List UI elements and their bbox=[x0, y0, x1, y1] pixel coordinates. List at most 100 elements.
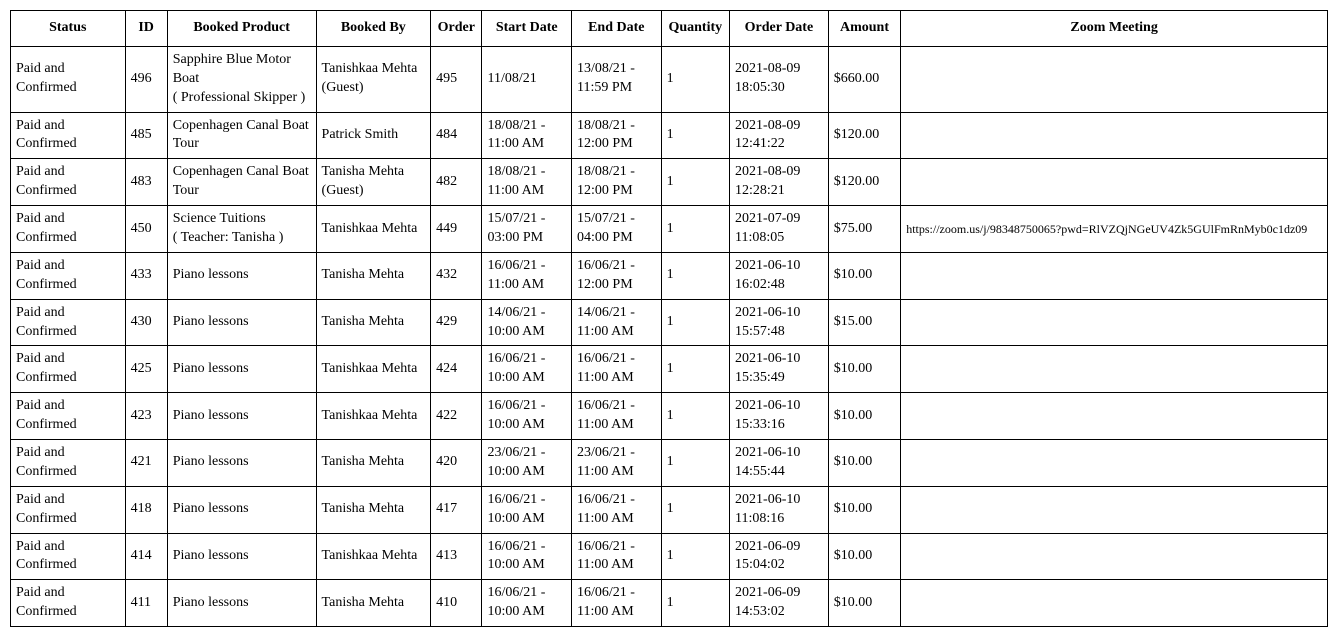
table-row: Paid and Confirmed483Copenhagen Canal Bo… bbox=[11, 159, 1328, 206]
cell-booked_by: Tanishkaa Mehta (Guest) bbox=[316, 46, 431, 112]
cell-booked_by: Tanisha Mehta bbox=[316, 252, 431, 299]
cell-order_date: 2021-07-09 11:08:05 bbox=[730, 206, 829, 253]
cell-product: Piano lessons bbox=[167, 252, 316, 299]
cell-zoom: https://zoom.us/j/98348750065?pwd=RlVZQj… bbox=[901, 206, 1328, 253]
cell-product: Science Tuitions( Teacher: Tanisha ) bbox=[167, 206, 316, 253]
cell-zoom bbox=[901, 46, 1328, 112]
cell-order: 422 bbox=[431, 393, 482, 440]
cell-end_date: 14/06/21 - 11:00 AM bbox=[572, 299, 662, 346]
cell-id: 483 bbox=[125, 159, 167, 206]
cell-start_date: 18/08/21 - 11:00 AM bbox=[482, 112, 572, 159]
cell-product: Piano lessons bbox=[167, 299, 316, 346]
cell-quantity: 1 bbox=[661, 112, 729, 159]
cell-quantity: 1 bbox=[661, 533, 729, 580]
cell-id: 496 bbox=[125, 46, 167, 112]
cell-booked_by: Tanishkaa Mehta bbox=[316, 206, 431, 253]
table-row: Paid and Confirmed411Piano lessonsTanish… bbox=[11, 580, 1328, 627]
cell-order_date: 2021-06-10 11:08:16 bbox=[730, 486, 829, 533]
cell-order_date: 2021-06-10 14:55:44 bbox=[730, 440, 829, 487]
cell-order_date: 2021-06-10 15:57:48 bbox=[730, 299, 829, 346]
col-header-product: Booked Product bbox=[167, 11, 316, 47]
col-header-start_date: Start Date bbox=[482, 11, 572, 47]
cell-status: Paid and Confirmed bbox=[11, 440, 126, 487]
cell-zoom bbox=[901, 346, 1328, 393]
cell-amount: $120.00 bbox=[828, 112, 900, 159]
cell-order: 484 bbox=[431, 112, 482, 159]
cell-zoom bbox=[901, 252, 1328, 299]
cell-zoom bbox=[901, 486, 1328, 533]
bookings-table: StatusIDBooked ProductBooked ByOrderStar… bbox=[10, 10, 1328, 627]
cell-order_date: 2021-06-10 15:35:49 bbox=[730, 346, 829, 393]
cell-status: Paid and Confirmed bbox=[11, 580, 126, 627]
cell-amount: $10.00 bbox=[828, 440, 900, 487]
cell-start_date: 14/06/21 - 10:00 AM bbox=[482, 299, 572, 346]
col-header-order: Order bbox=[431, 11, 482, 47]
cell-zoom bbox=[901, 580, 1328, 627]
col-header-booked_by: Booked By bbox=[316, 11, 431, 47]
cell-id: 423 bbox=[125, 393, 167, 440]
cell-booked_by: Tanishkaa Mehta bbox=[316, 346, 431, 393]
cell-amount: $10.00 bbox=[828, 393, 900, 440]
cell-order: 424 bbox=[431, 346, 482, 393]
cell-product: Copenhagen Canal Boat Tour bbox=[167, 159, 316, 206]
col-header-end_date: End Date bbox=[572, 11, 662, 47]
cell-order: 417 bbox=[431, 486, 482, 533]
cell-booked_by: Tanisha Mehta bbox=[316, 299, 431, 346]
cell-id: 485 bbox=[125, 112, 167, 159]
cell-id: 411 bbox=[125, 580, 167, 627]
cell-end_date: 16/06/21 - 11:00 AM bbox=[572, 580, 662, 627]
cell-zoom bbox=[901, 533, 1328, 580]
table-row: Paid and Confirmed450Science Tuitions( T… bbox=[11, 206, 1328, 253]
cell-status: Paid and Confirmed bbox=[11, 393, 126, 440]
cell-start_date: 16/06/21 - 10:00 AM bbox=[482, 580, 572, 627]
table-row: Paid and Confirmed430Piano lessonsTanish… bbox=[11, 299, 1328, 346]
cell-start_date: 16/06/21 - 11:00 AM bbox=[482, 252, 572, 299]
cell-amount: $75.00 bbox=[828, 206, 900, 253]
cell-id: 450 bbox=[125, 206, 167, 253]
cell-start_date: 16/06/21 - 10:00 AM bbox=[482, 486, 572, 533]
cell-start_date: 16/06/21 - 10:00 AM bbox=[482, 346, 572, 393]
cell-start_date: 16/06/21 - 10:00 AM bbox=[482, 393, 572, 440]
cell-amount: $10.00 bbox=[828, 580, 900, 627]
cell-amount: $10.00 bbox=[828, 486, 900, 533]
cell-order: 429 bbox=[431, 299, 482, 346]
cell-booked_by: Tanishkaa Mehta bbox=[316, 533, 431, 580]
cell-id: 414 bbox=[125, 533, 167, 580]
cell-id: 425 bbox=[125, 346, 167, 393]
cell-id: 418 bbox=[125, 486, 167, 533]
cell-order: 495 bbox=[431, 46, 482, 112]
cell-product: Copenhagen Canal Boat Tour bbox=[167, 112, 316, 159]
table-header-row: StatusIDBooked ProductBooked ByOrderStar… bbox=[11, 11, 1328, 47]
cell-status: Paid and Confirmed bbox=[11, 486, 126, 533]
cell-end_date: 13/08/21 - 11:59 PM bbox=[572, 46, 662, 112]
cell-booked_by: Tanishkaa Mehta bbox=[316, 393, 431, 440]
cell-booked_by: Tanisha Mehta bbox=[316, 486, 431, 533]
table-row: Paid and Confirmed485Copenhagen Canal Bo… bbox=[11, 112, 1328, 159]
cell-quantity: 1 bbox=[661, 46, 729, 112]
cell-product: Piano lessons bbox=[167, 533, 316, 580]
cell-quantity: 1 bbox=[661, 206, 729, 253]
cell-booked_by: Tanisha Mehta (Guest) bbox=[316, 159, 431, 206]
cell-start_date: 16/06/21 - 10:00 AM bbox=[482, 533, 572, 580]
cell-start_date: 18/08/21 - 11:00 AM bbox=[482, 159, 572, 206]
cell-amount: $10.00 bbox=[828, 346, 900, 393]
cell-order: 482 bbox=[431, 159, 482, 206]
cell-product: Piano lessons bbox=[167, 393, 316, 440]
cell-quantity: 1 bbox=[661, 159, 729, 206]
cell-zoom bbox=[901, 112, 1328, 159]
cell-status: Paid and Confirmed bbox=[11, 533, 126, 580]
cell-order_date: 2021-06-10 15:33:16 bbox=[730, 393, 829, 440]
cell-status: Paid and Confirmed bbox=[11, 299, 126, 346]
cell-order: 413 bbox=[431, 533, 482, 580]
cell-status: Paid and Confirmed bbox=[11, 112, 126, 159]
cell-status: Paid and Confirmed bbox=[11, 159, 126, 206]
cell-id: 421 bbox=[125, 440, 167, 487]
cell-end_date: 15/07/21 - 04:00 PM bbox=[572, 206, 662, 253]
cell-zoom bbox=[901, 299, 1328, 346]
cell-id: 433 bbox=[125, 252, 167, 299]
cell-quantity: 1 bbox=[661, 252, 729, 299]
cell-end_date: 16/06/21 - 12:00 PM bbox=[572, 252, 662, 299]
cell-product: Piano lessons bbox=[167, 580, 316, 627]
table-row: Paid and Confirmed425Piano lessonsTanish… bbox=[11, 346, 1328, 393]
cell-quantity: 1 bbox=[661, 299, 729, 346]
